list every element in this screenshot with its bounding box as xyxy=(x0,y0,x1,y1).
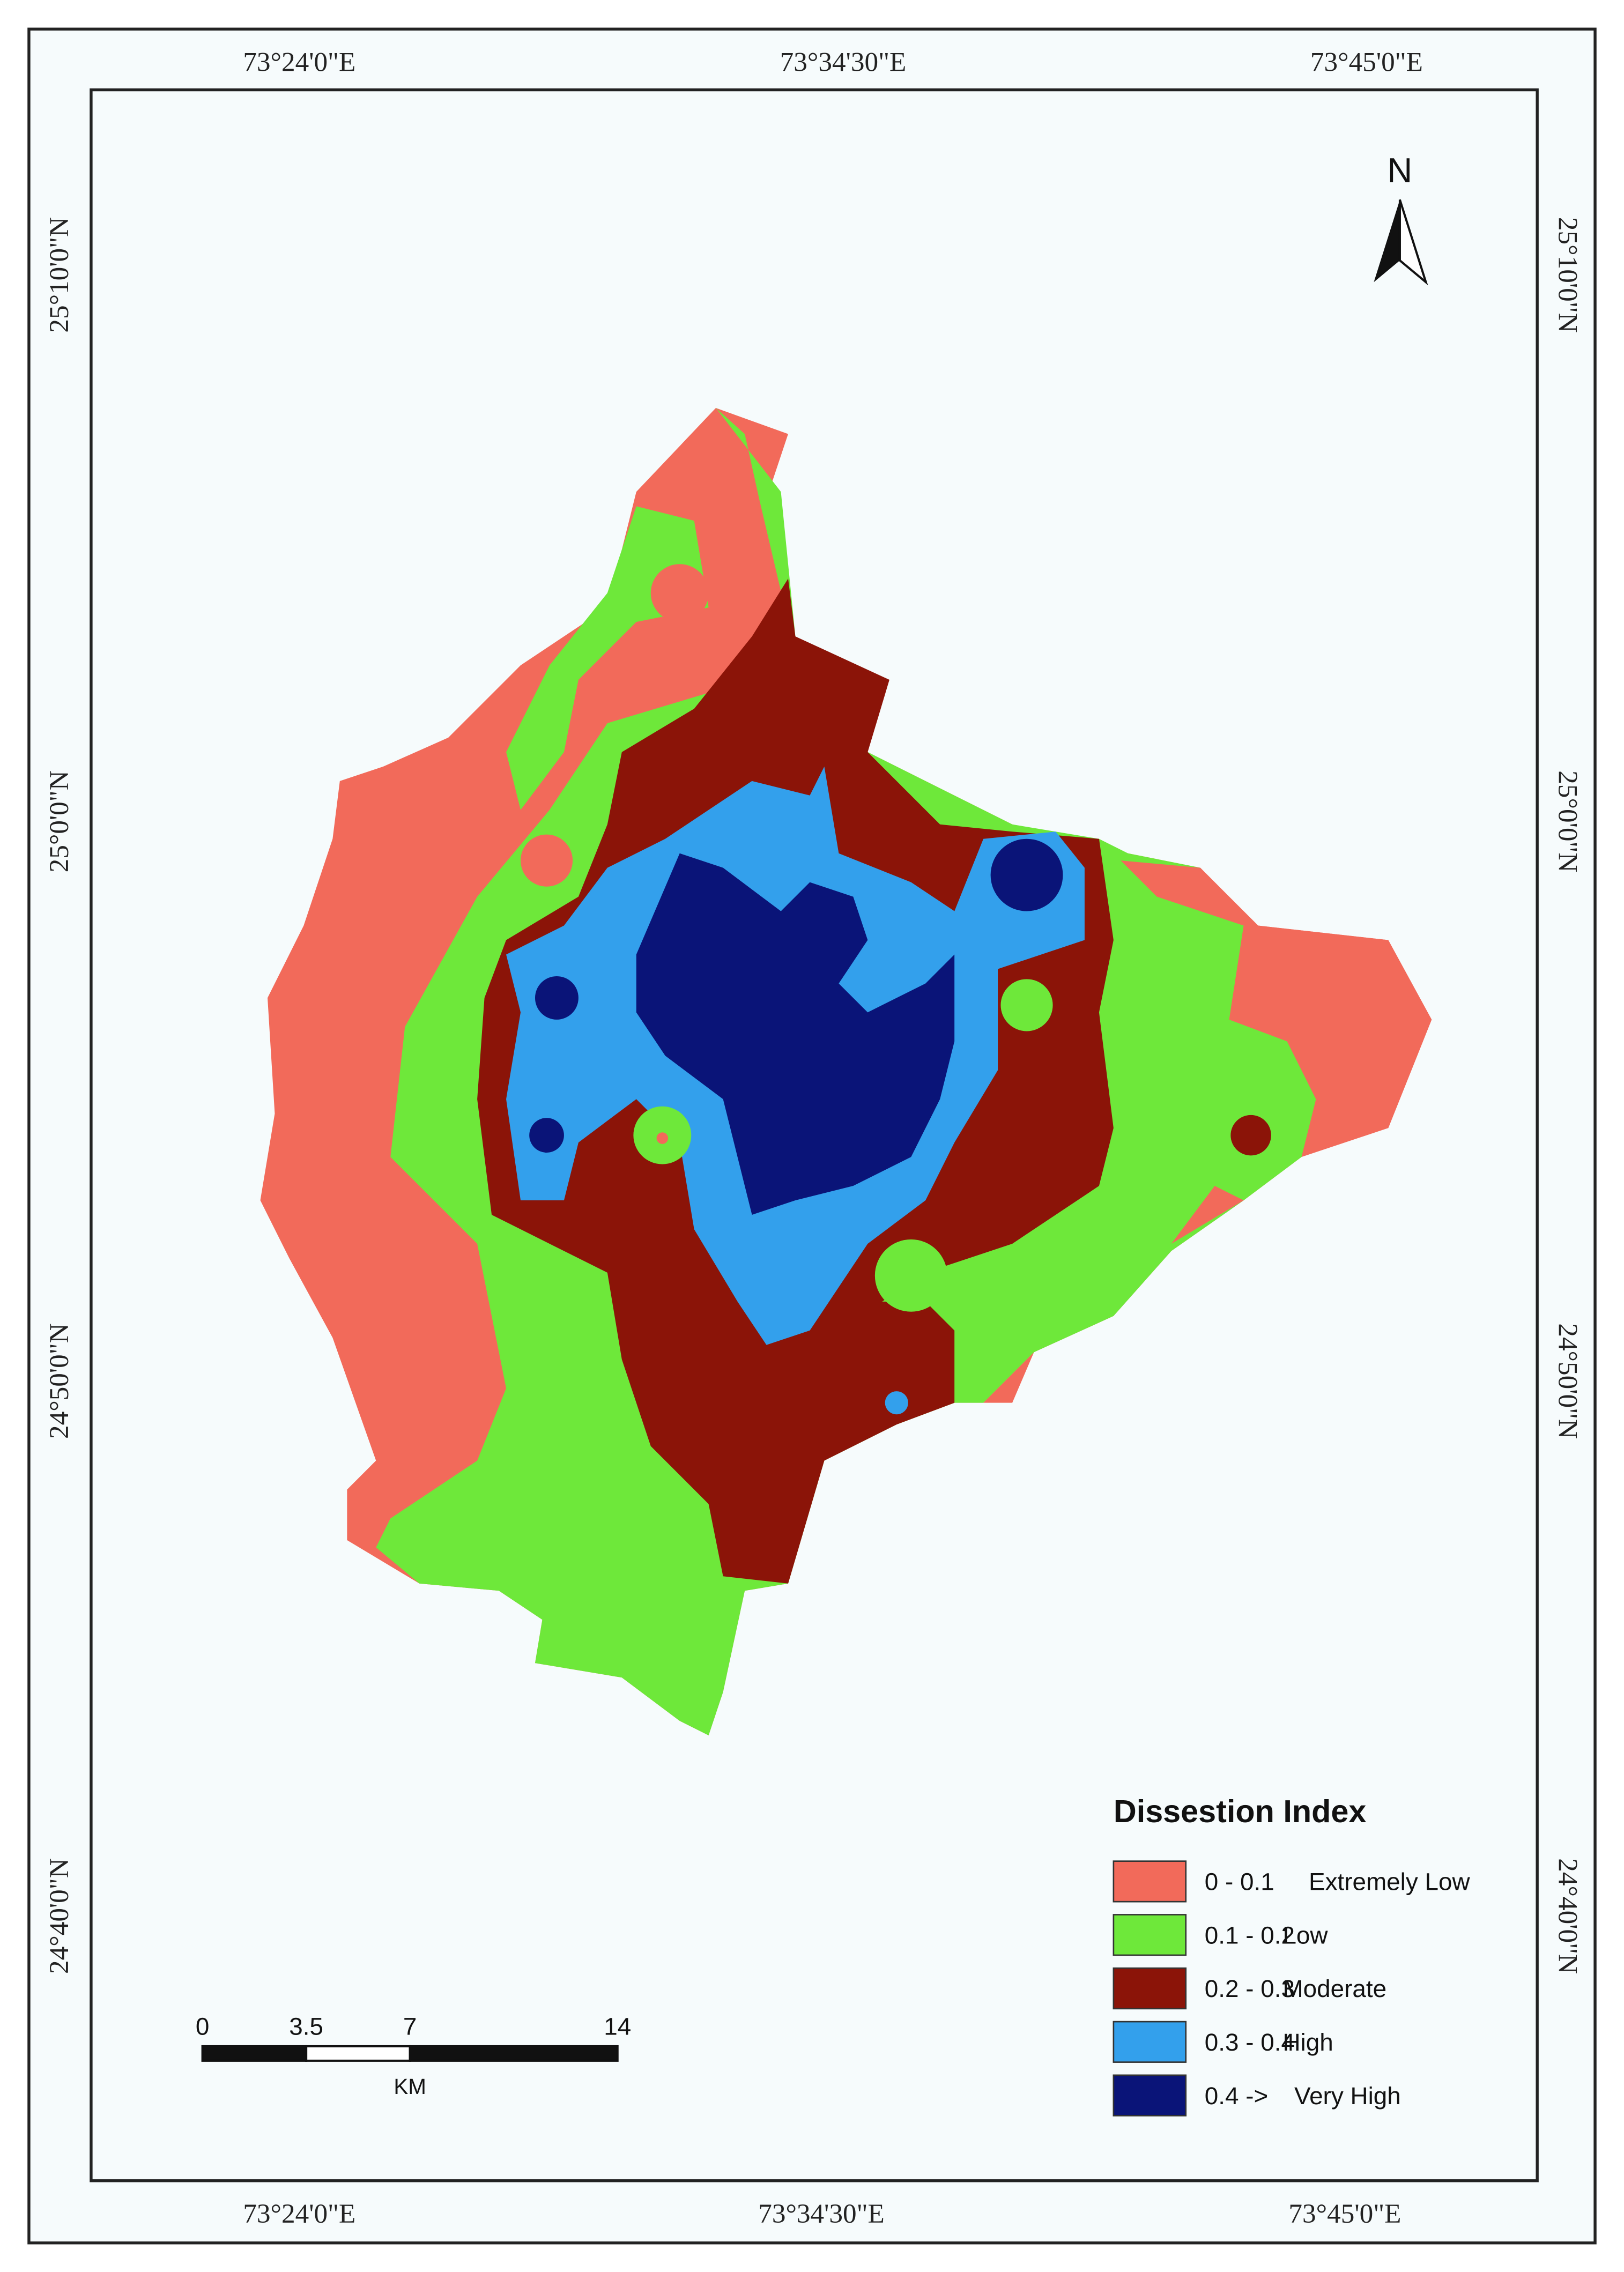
scale-unit: KM xyxy=(394,2074,426,2099)
legend-title: Dissestion Index xyxy=(1114,1793,1366,1829)
zone-very-high xyxy=(990,838,1063,911)
scale-tick-label: 0 xyxy=(196,2012,210,2040)
legend-range: 0 - 0.1 xyxy=(1205,1868,1274,1896)
scale-tick-label: 14 xyxy=(604,2012,631,2040)
y-label-left: 25°10'0"N xyxy=(44,217,75,333)
scale-tick-label: 7 xyxy=(403,2012,417,2040)
y-label-right: 25°0'0"N xyxy=(1553,770,1583,872)
legend-label: Extremely Low xyxy=(1309,1868,1471,1896)
scale-bar: 0 3.5 7 14 KM xyxy=(196,2012,631,2099)
north-arrow-right xyxy=(1398,199,1428,286)
scale-segment xyxy=(409,2045,619,2062)
zone-low xyxy=(1000,979,1053,1031)
y-label-left: 24°40'0"N xyxy=(44,1858,75,1974)
legend-range: 0.4 -> xyxy=(1205,2082,1269,2110)
zone-moderate xyxy=(1230,1115,1271,1156)
scale-tick-label: 3.5 xyxy=(289,2012,323,2040)
coordinate-labels: 73°24'0"E 73°34'30"E 73°45'0"E 73°24'0"E 73°… xyxy=(44,47,1583,2229)
legend-label: Low xyxy=(1282,1921,1328,1949)
legend-swatch xyxy=(1113,2074,1187,2117)
x-label-bottom: 73°45'0"E xyxy=(1288,2199,1401,2229)
y-label-left: 24°50'0"N xyxy=(44,1323,75,1439)
north-label: N xyxy=(1388,151,1413,190)
legend-range: 0.1 - 0.2 xyxy=(1205,1921,1295,1949)
legend-swatch xyxy=(1113,2021,1187,2063)
zone-high xyxy=(885,1391,908,1415)
zone-extremely-low-patch xyxy=(983,860,1432,1403)
dissection-map xyxy=(260,407,1432,1736)
x-label-top: 73°45'0"E xyxy=(1310,47,1423,77)
zone-extremely-low-patch xyxy=(650,564,709,622)
legend-swatch xyxy=(1113,1914,1187,1956)
x-label-bottom: 73°24'0"E xyxy=(243,2199,355,2229)
y-label-right: 24°50'0"N xyxy=(1553,1323,1583,1439)
legend-label: High xyxy=(1282,2028,1333,2056)
scale-segment xyxy=(201,2045,308,2062)
y-label-right: 24°40'0"N xyxy=(1553,1858,1583,1974)
zone-very-high xyxy=(535,976,579,1020)
legend-swatch xyxy=(1113,1967,1187,2010)
zone-very-high xyxy=(529,1118,564,1153)
legend-range: 0.2 - 0.3 xyxy=(1205,1974,1295,2002)
legend-swatch xyxy=(1113,1860,1187,1903)
zone-low xyxy=(874,1239,947,1312)
x-label-top: 73°24'0"E xyxy=(243,47,355,77)
zone-extremely-low-patch xyxy=(521,834,573,887)
legend-label: Very High xyxy=(1294,2082,1401,2110)
x-label-bottom: 73°34'30"E xyxy=(758,2199,885,2229)
x-label-top: 73°34'30"E xyxy=(780,47,907,77)
zone-very-high xyxy=(636,853,955,1215)
zone-extremely-low xyxy=(656,1132,669,1144)
scale-segment xyxy=(305,2045,411,2062)
legend-label: Moderate xyxy=(1282,1974,1386,2002)
y-label-left: 25°0'0"N xyxy=(44,770,75,872)
y-label-right: 25°10'0"N xyxy=(1553,217,1583,333)
legend-range: 0.3 - 0.4 xyxy=(1205,2028,1295,2056)
